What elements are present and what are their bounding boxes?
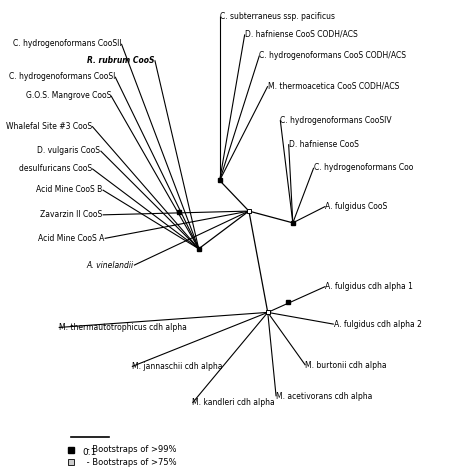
Text: C. hydrogenoformans CooSII: C. hydrogenoformans CooSII	[13, 39, 121, 48]
Text: D. hafniense CooS CODH/ACS: D. hafniense CooS CODH/ACS	[245, 30, 357, 39]
Text: 0.1: 0.1	[83, 447, 97, 456]
Text: desulfuricans CooS: desulfuricans CooS	[19, 164, 92, 173]
Text: D. vulgaris CooS: D. vulgaris CooS	[37, 146, 100, 155]
Text: M. thermoacetica CooS CODH/ACS: M. thermoacetica CooS CODH/ACS	[268, 82, 399, 91]
Text: M. kandleri cdh alpha: M. kandleri cdh alpha	[192, 398, 275, 407]
Text: A. fulgidus CooS: A. fulgidus CooS	[326, 202, 388, 211]
Text: M. thermautotrophicus cdh alpha: M. thermautotrophicus cdh alpha	[59, 323, 187, 332]
Text: G.O.S. Mangrove CooS: G.O.S. Mangrove CooS	[26, 91, 111, 100]
Text: Acid Mine CooS B: Acid Mine CooS B	[36, 185, 102, 194]
Text: D. hafniense CooS: D. hafniense CooS	[289, 140, 358, 149]
Text: A. fulgidus cdh alpha 1: A. fulgidus cdh alpha 1	[326, 282, 413, 291]
Text: A. vinelandii: A. vinelandii	[87, 261, 134, 270]
Text: C. hydrogenoformans CooSI: C. hydrogenoformans CooSI	[9, 72, 115, 81]
Text: R. rubrum CooS: R. rubrum CooS	[87, 56, 155, 65]
Text: C. hydrogenoformans Coo: C. hydrogenoformans Coo	[314, 163, 413, 172]
Text: A. fulgidus cdh alpha 2: A. fulgidus cdh alpha 2	[334, 319, 422, 328]
Text: - Bootstraps of >75%: - Bootstraps of >75%	[84, 458, 176, 467]
Text: Zavarzin II CooS: Zavarzin II CooS	[40, 210, 102, 219]
Text: M. jannaschii cdh alpha: M. jannaschii cdh alpha	[132, 362, 222, 371]
Text: C. subterraneus ssp. pacificus: C. subterraneus ssp. pacificus	[219, 12, 335, 21]
Text: Acid Mine CooS A: Acid Mine CooS A	[38, 234, 105, 243]
Text: Whalefal Site #3 CooS: Whalefal Site #3 CooS	[6, 122, 92, 131]
Text: M. acetivorans cdh alpha: M. acetivorans cdh alpha	[276, 392, 373, 401]
Text: C. hydrogenoformans CooS CODH/ACS: C. hydrogenoformans CooS CODH/ACS	[259, 51, 406, 60]
Text: - Bootstraps of >99%: - Bootstraps of >99%	[84, 446, 176, 455]
Text: C. hydrogenoformans CooSIV: C. hydrogenoformans CooSIV	[280, 116, 392, 125]
Text: M. burtonii cdh alpha: M. burtonii cdh alpha	[305, 361, 387, 370]
